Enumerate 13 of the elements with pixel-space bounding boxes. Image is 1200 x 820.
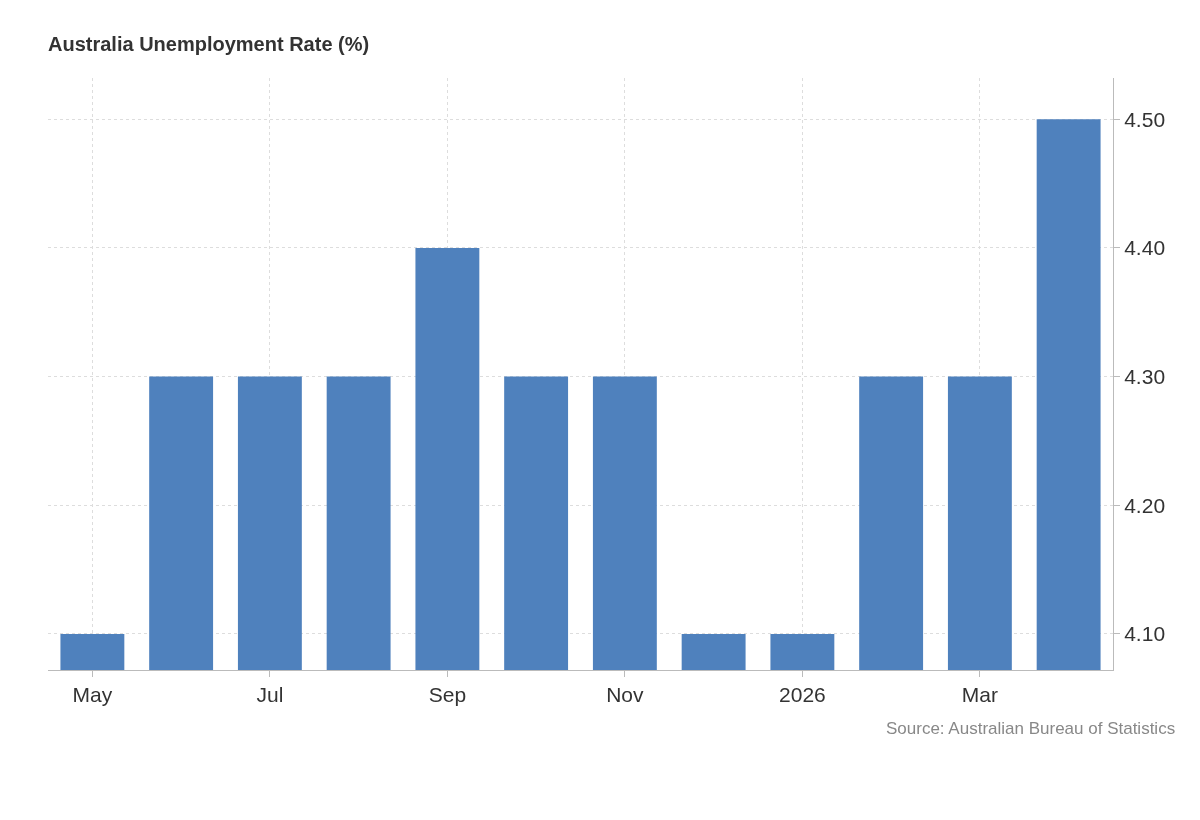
y-tick-label: 4.50: [1124, 107, 1166, 131]
y-tick-label: 4.20: [1124, 493, 1166, 517]
x-tick-label: Mar: [961, 683, 998, 707]
x-tick-label: Nov: [606, 683, 645, 707]
x-tick-label: Jul: [256, 683, 284, 707]
source-note: Source: Australian Bureau of Statistics: [886, 719, 1176, 738]
y-tick-label: 4.30: [1124, 364, 1166, 388]
x-tick-label: 2026: [779, 683, 826, 707]
x-tick-label: Sep: [428, 683, 467, 707]
y-tick-label: 4.10: [1124, 622, 1166, 646]
x-tick-label: May: [72, 683, 113, 707]
y-tick-label: 4.40: [1124, 236, 1166, 260]
chart-title: Australia Unemployment Rate (%): [48, 32, 370, 55]
